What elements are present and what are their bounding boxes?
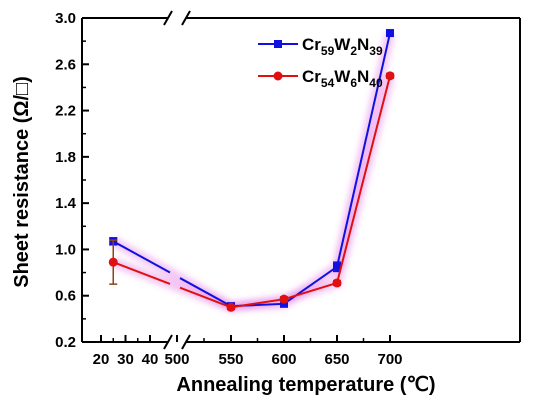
series-layer [108,29,395,312]
legend-label-part: Cr [302,67,321,86]
legend-label-part: N [357,35,369,54]
axis-break-mark [163,334,173,350]
legend-label-part: W [334,35,351,54]
legend-marker [274,40,282,48]
legend-label-part: N [357,67,369,86]
y-tick-label: 0.6 [55,288,76,305]
legend-label-part: W [334,67,351,86]
y-tick-label: 2.2 [55,103,76,120]
data-point-circle [332,278,342,288]
legend-label-part: 59 [321,44,335,58]
data-point-circle [279,294,289,304]
y-tick-label: 0.2 [55,334,76,351]
axis-break-mark [163,10,173,26]
legend-label-part: 2 [350,44,357,58]
y-tick-label: 2.6 [55,56,76,73]
x-tick-label: 20 [93,351,110,368]
series-glow [111,74,395,313]
x-tick-label: 500 [164,351,189,368]
x-tick-label: 600 [271,351,296,368]
x-tick-label: 550 [218,351,243,368]
axis-break-mark [181,10,191,26]
data-point-circle [226,302,236,312]
legend-label-part: 40 [369,76,383,90]
x-tick-label: 700 [377,351,402,368]
x-tick-label: 40 [142,351,159,368]
series-line-1 [112,240,171,274]
y-tick-label: 1.4 [55,195,77,212]
y-tick-label: 3.0 [55,10,76,27]
data-point-circle [108,257,118,267]
y-tick-label: 1.8 [55,149,76,166]
x-axis-title: Annealing temperature (℃) [176,374,435,396]
series-line-2 [179,286,232,309]
legend-label-part: 54 [321,76,335,90]
series-line-1 [179,277,232,308]
legend-label: Cr54W6N40 [302,67,383,90]
y-tick-label: 1.0 [55,241,76,258]
series-line-2 [112,261,171,285]
legend-marker [273,71,283,81]
x-tick-label: 650 [324,351,349,368]
axis-break-mark [181,334,191,350]
data-point-circle [385,71,395,81]
legend-label-part: 6 [350,76,357,90]
x-tick-label: 30 [117,351,134,368]
data-point-square [280,299,288,308]
legend-label-part: 39 [369,44,383,58]
y-axis-title: Sheet resistance (Ω/□) [11,76,33,288]
x-axis-ticks: 20 30 40 500 550 600 650 700 [93,335,403,368]
legend-label-part: Cr [302,35,321,54]
y-axis-ticks: 0.2 0.6 1.0 1.4 1.8 2.2 2.6 3.0 [55,10,89,351]
series-line-1 [230,32,391,308]
data-point-square [333,262,341,271]
legend-label: Cr59W2N39 [302,35,383,58]
data-point-square [386,29,394,38]
series-line-2 [230,75,391,309]
